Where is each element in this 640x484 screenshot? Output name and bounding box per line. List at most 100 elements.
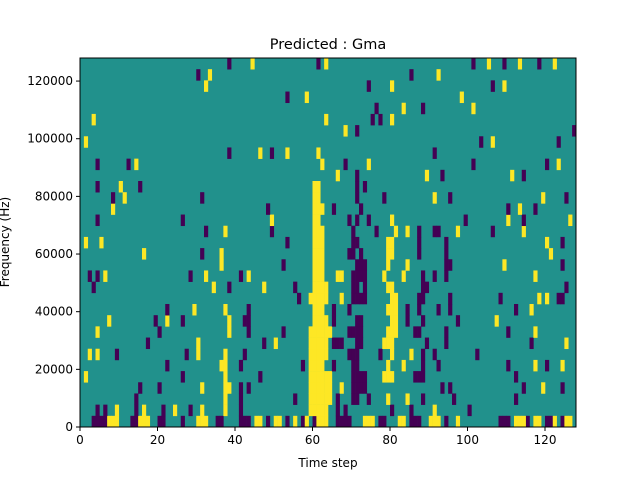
heatmap-cell-high (390, 113, 395, 126)
heatmap-cell-high (320, 236, 325, 249)
heatmap-cell-high (320, 304, 325, 316)
x-tick-label: 60 (305, 433, 320, 447)
heatmap-cell-low (227, 58, 232, 70)
heatmap-cell-high (386, 326, 391, 338)
heatmap-cell-low (161, 404, 166, 417)
heatmap-cell-high (517, 58, 523, 70)
heatmap-cell-low (421, 315, 426, 327)
heatmap-cell-low (444, 270, 449, 282)
y-tick-label: 60000 (35, 247, 73, 261)
x-axis: 0 20 40 60 80 100 120 (76, 427, 556, 447)
heatmap-cell-low (351, 382, 356, 394)
heatmap-cell-low (421, 393, 426, 405)
heatmap-cell-low (242, 348, 247, 361)
heatmap-cell-low (130, 415, 135, 428)
heatmap-cell-high (269, 214, 275, 227)
heatmap-cell-high (312, 281, 317, 294)
heatmap-cell-high (312, 236, 317, 249)
heatmap-cell-high (386, 359, 391, 372)
heatmap-cell-low (424, 337, 430, 350)
heatmap-cell-high (320, 248, 325, 260)
heatmap-cell-low (444, 326, 449, 338)
heatmap-cell-low (200, 248, 205, 260)
heatmap-cell-low (514, 393, 519, 405)
heatmap-cell-low (285, 91, 290, 104)
heatmap-cell-low (359, 248, 364, 260)
heatmap-cell-high (517, 415, 523, 428)
heatmap-cell-low (421, 270, 426, 282)
heatmap-cell-low (219, 415, 224, 428)
heatmap-cell-low (370, 113, 375, 126)
heatmap-cell-low (421, 102, 426, 115)
heatmap-cell-low (448, 382, 453, 394)
heatmap-cell-high (393, 304, 399, 316)
heatmap-cell-high (320, 393, 325, 405)
heatmap-cell-high (324, 393, 329, 405)
heatmap-cell-high (320, 225, 325, 238)
heatmap-cell-low (331, 315, 337, 327)
heatmap-cell-low (95, 270, 100, 282)
heatmap-cell-high (223, 225, 228, 238)
heatmap-cell-high (545, 292, 550, 305)
heatmap-cell-high (308, 326, 313, 338)
heatmap-cell-low (331, 304, 337, 316)
heatmap-cell-high (312, 337, 317, 350)
heatmap-cell-low (145, 337, 151, 350)
heatmap-cell-high (320, 326, 325, 338)
heatmap-cell-low (238, 393, 244, 405)
heatmap-cell-high (502, 80, 507, 92)
heatmap-cell-high (564, 415, 569, 428)
heatmap-cell-high (521, 415, 526, 428)
heatmap-cell-high (223, 348, 228, 361)
heatmap-cell-high (312, 359, 317, 372)
heatmap-cell-high (324, 348, 329, 361)
heatmap-cell-high (320, 315, 325, 327)
heatmap-cell-high (432, 192, 437, 204)
heatmap-cell-high (428, 415, 433, 428)
heatmap-cell-low (498, 292, 503, 305)
heatmap-cell-low (269, 147, 275, 159)
heatmap-cell-high (324, 281, 329, 294)
heatmap-cell-low (448, 304, 453, 316)
heatmap-cell-high (568, 214, 573, 227)
heatmap-cell-high (316, 404, 321, 417)
heatmap-cell-low (114, 348, 120, 361)
y-tick-label: 100000 (27, 132, 73, 146)
heatmap-cell-high (312, 393, 317, 405)
x-tick-label: 80 (382, 433, 397, 447)
y-tick-label: 120000 (27, 74, 73, 88)
heatmap-cell-high (320, 270, 325, 282)
heatmap-cell-low (413, 371, 418, 383)
heatmap-cell-low (490, 225, 495, 238)
heatmap-cell-high (95, 326, 100, 338)
heatmap-cell-high (312, 248, 317, 260)
heatmap-cell-low (405, 304, 410, 316)
heatmap-cell-high (548, 248, 554, 260)
heatmap-cell-high (390, 281, 395, 294)
heatmap-cell-high (436, 69, 441, 81)
heatmap-cell-low (351, 359, 356, 372)
heatmap-cell-high (304, 91, 309, 104)
heatmap-cell-high (390, 236, 395, 249)
heatmap-cell-low (362, 281, 368, 294)
heatmap-cell-high (142, 404, 147, 417)
heatmap-cell-high (386, 393, 391, 405)
y-tick-label: 20000 (35, 362, 73, 376)
heatmap-cell-low (347, 326, 352, 338)
heatmap-cell-low (161, 415, 166, 428)
heatmap-cell-low (355, 371, 360, 383)
heatmap-cell-high (107, 415, 112, 428)
heatmap-cell-low (204, 225, 209, 238)
heatmap-cell-low (331, 359, 337, 372)
heatmap-cell-low (362, 181, 368, 193)
heatmap-cell-low (417, 304, 422, 316)
heatmap-cell-high (537, 292, 542, 305)
heatmap-cell-high (541, 192, 546, 204)
heatmap-cell-low (188, 270, 193, 282)
heatmap-cell-low (467, 404, 472, 417)
heatmap-cell-low (424, 281, 430, 294)
heatmap-cell-low (444, 415, 449, 428)
heatmap-cell-high (320, 348, 325, 361)
heatmap-cell-high (316, 337, 321, 350)
